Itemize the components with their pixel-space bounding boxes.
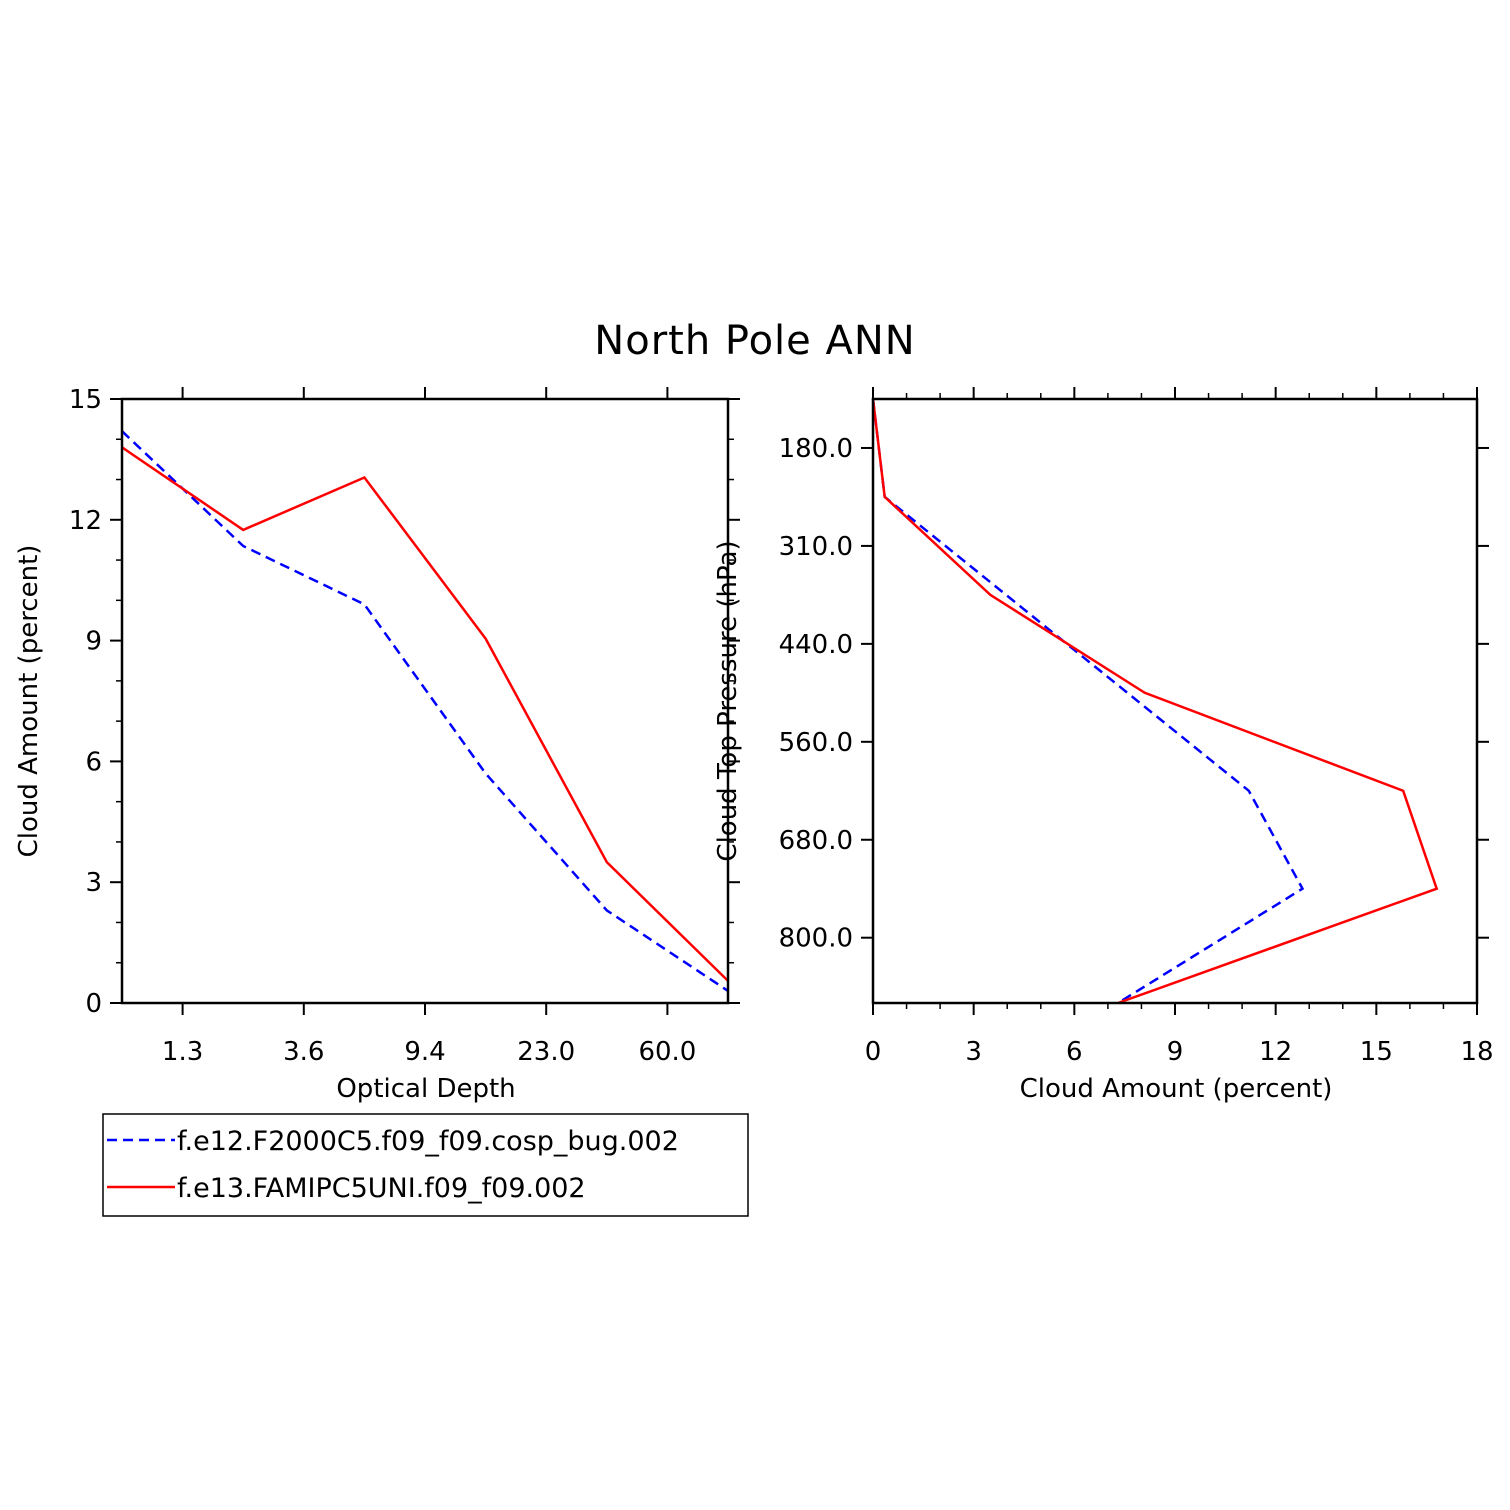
plot-frame bbox=[120, 397, 730, 1005]
pressure-xlabel: Cloud Amount (percent) bbox=[1020, 1074, 1333, 1104]
pressure-lines bbox=[871, 398, 1439, 1005]
x-tick-label: 18 bbox=[1460, 1037, 1493, 1067]
optical-depth-xlabel: Optical Depth bbox=[336, 1074, 515, 1104]
pressure-ylabel: Cloud Top Pressure (hPa) bbox=[713, 540, 743, 861]
x-tick-label: 3.6 bbox=[283, 1037, 324, 1067]
x-tick-label: 6 bbox=[1066, 1037, 1083, 1067]
series-line-1 bbox=[871, 398, 1439, 1005]
optical-depth-axes: 0 3 6 9 12 15 1.3 3.6 9.4 23.0 60.0 bbox=[69, 385, 740, 1067]
x-tick-label: 3 bbox=[965, 1037, 982, 1067]
x-tick-label: 1.3 bbox=[162, 1037, 203, 1067]
optical-depth-ylabel: Cloud Amount (percent) bbox=[14, 545, 44, 858]
y-tick-label: 680.0 bbox=[779, 826, 853, 856]
plot-frame bbox=[871, 397, 1479, 1005]
y-tick-label: 6 bbox=[85, 747, 102, 777]
x-tick-label: 9 bbox=[1167, 1037, 1184, 1067]
y-tick-label: 440.0 bbox=[779, 630, 853, 660]
x-tick-label: 60.0 bbox=[638, 1037, 696, 1067]
pressure-axes: 180.0 310.0 440.0 560.0 680.0 800.0 0 3 6 9 12 15 18 bbox=[779, 387, 1494, 1067]
y-tick-label: 310.0 bbox=[779, 532, 853, 562]
y-tick-label: 12 bbox=[69, 506, 102, 536]
series-line-0 bbox=[871, 398, 1305, 1005]
optical-depth-lines bbox=[121, 430, 729, 992]
legend-box bbox=[102, 1113, 749, 1217]
y-tick-label: 3 bbox=[85, 868, 102, 898]
y-tick-label: 0 bbox=[85, 989, 102, 1019]
legend-label-0: f.e12.F2000C5.f09_f09.cosp_bug.002 bbox=[177, 1126, 679, 1157]
x-tick-label: 0 bbox=[865, 1037, 882, 1067]
legend: f.e12.F2000C5.f09_f09.cosp_bug.002 f.e13… bbox=[102, 1113, 749, 1217]
x-tick-label: 15 bbox=[1360, 1037, 1393, 1067]
series-line-0 bbox=[121, 430, 729, 992]
chart-title: North Pole ANN bbox=[594, 318, 915, 364]
x-tick-label: 9.4 bbox=[404, 1037, 445, 1067]
y-tick-label: 15 bbox=[69, 385, 102, 415]
y-tick-label: 560.0 bbox=[779, 728, 853, 758]
y-tick-label: 9 bbox=[85, 627, 102, 657]
x-tick-label: 23.0 bbox=[517, 1037, 575, 1067]
y-tick-label: 800.0 bbox=[779, 924, 853, 954]
series-line-1 bbox=[121, 446, 729, 982]
legend-label-1: f.e13.FAMIPC5UNI.f09_f09.002 bbox=[177, 1173, 586, 1204]
x-tick-label: 12 bbox=[1259, 1037, 1292, 1067]
y-tick-label: 180.0 bbox=[779, 434, 853, 464]
